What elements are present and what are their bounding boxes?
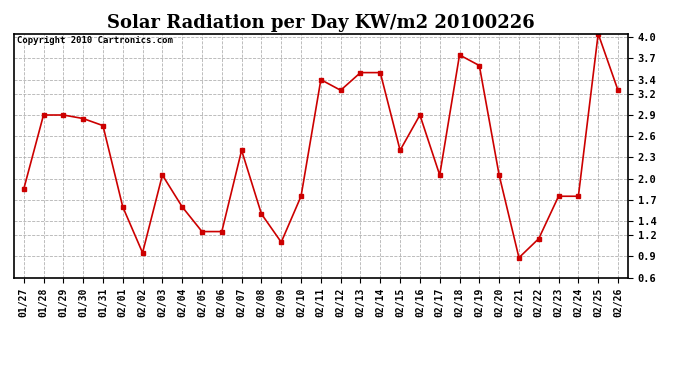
Text: Copyright 2010 Cartronics.com: Copyright 2010 Cartronics.com	[17, 36, 172, 45]
Title: Solar Radiation per Day KW/m2 20100226: Solar Radiation per Day KW/m2 20100226	[107, 14, 535, 32]
